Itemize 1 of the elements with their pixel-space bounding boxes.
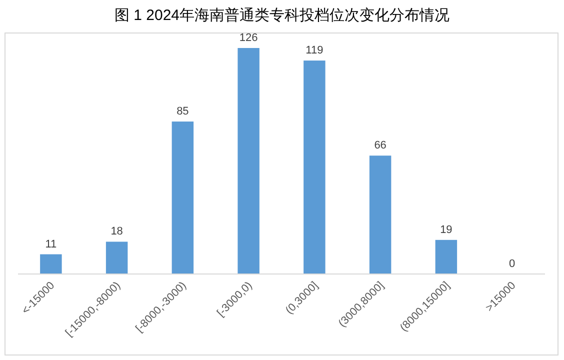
title: 图 1 2024年海南普通类专科投档位次变化分布情况 [114,7,450,24]
